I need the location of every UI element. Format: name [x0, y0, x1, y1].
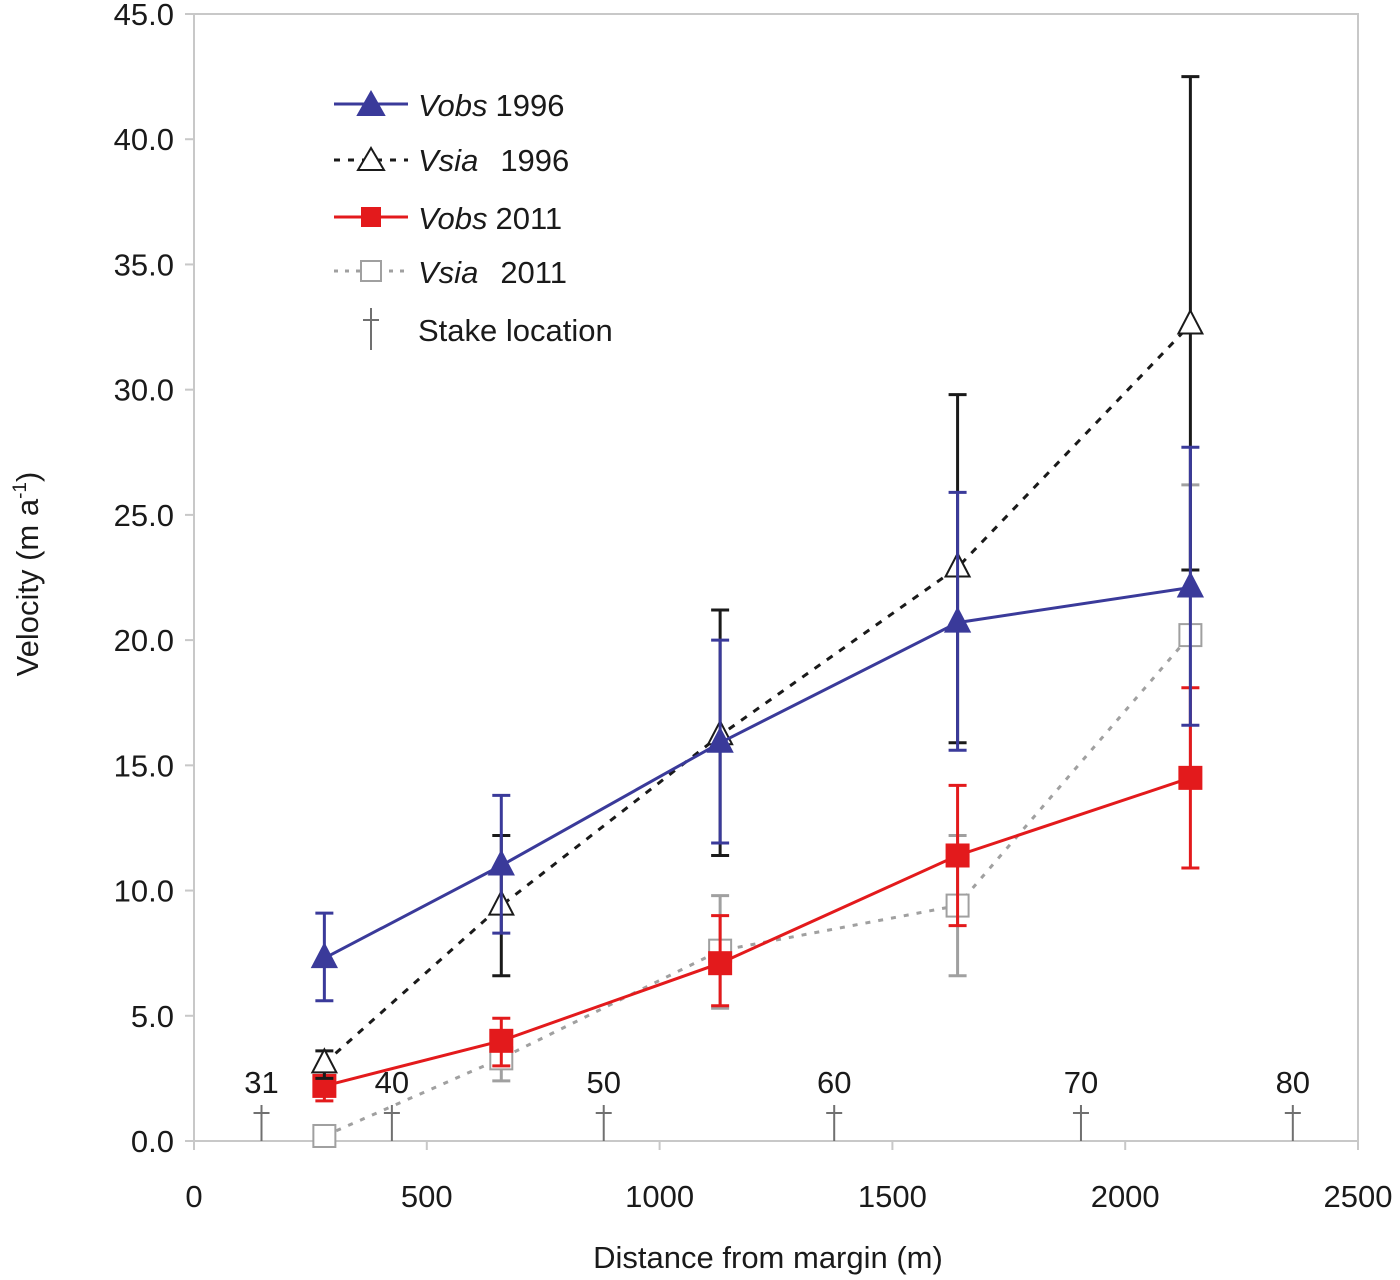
legend-label-vobs-2011: Vobs 2011 — [418, 201, 562, 236]
legend-entry-vsia-2011: Vsia 2011 — [334, 255, 567, 290]
data-point-vobs-1996 — [1176, 571, 1205, 598]
legend-entry-vobs-2011: Vobs 2011 — [334, 201, 562, 236]
legend-marker-vsia-1996 — [356, 146, 386, 171]
x-tick-label: 2500 — [1324, 1179, 1393, 1214]
y-axis: 0.0 5.0 10.0 15.0 20.0 25.0 30.0 35.0 40.0 45.0 — [114, 0, 194, 1159]
data-point-vobs-1996 — [310, 942, 339, 969]
data-point-vobs-1996 — [943, 606, 972, 633]
y-axis-label: Velocity (m a-1) — [10, 472, 45, 677]
legend-series-year-vsia-2011: 2011 — [500, 255, 567, 290]
data-point-vobs-2011 — [489, 1028, 514, 1053]
data-point-vobs-2011 — [708, 951, 733, 976]
data-point-vsia-1996 — [310, 1047, 339, 1074]
legend-series-year-vobs-2011: 2011 — [496, 201, 563, 236]
y-tick-label: 15.0 — [114, 748, 174, 783]
legend-series-name-vsia-2011: Vsia — [418, 255, 478, 290]
stake-label: 80 — [1276, 1065, 1310, 1100]
series-vobs-1996 — [310, 445, 1205, 1003]
legend-series-name-vsia-1996: Vsia — [418, 143, 478, 178]
y-axis-label-main: Velocity (m a — [10, 498, 45, 676]
x-axis: 0 500 1000 1500 2000 2500 — [185, 1141, 1392, 1214]
x-tick-label: 500 — [401, 1179, 453, 1214]
series-layer — [310, 75, 1205, 1148]
legend-label-vsia-1996: Vsia 1996 — [418, 143, 569, 178]
legend-entry-stake-location: Stake location — [363, 308, 613, 350]
legend: Vobs 1996 Vsia 1996 Vobs 2011 Vsia 2011 Stak… — [334, 88, 613, 350]
stake-label: 31 — [244, 1065, 278, 1100]
data-point-vobs-2011 — [945, 843, 970, 868]
plot-frame — [193, 13, 1359, 1142]
x-tick-label: 0 — [185, 1179, 202, 1214]
y-tick-label: 40.0 — [114, 122, 174, 157]
y-tick-label: 25.0 — [114, 498, 174, 533]
data-point-vsia-1996 — [1176, 308, 1205, 335]
y-tick-label: 30.0 — [114, 373, 174, 408]
series-line-vsia-2011 — [323, 634, 1192, 1138]
legend-marker-vobs-1996 — [356, 89, 386, 116]
y-tick-label: 35.0 — [114, 247, 174, 282]
x-tick-label: 1000 — [625, 1179, 694, 1214]
legend-marker-vobs-2011 — [361, 207, 381, 227]
y-tick-label: 45.0 — [114, 0, 174, 32]
y-tick-label: 20.0 — [114, 623, 174, 658]
stake-label: 50 — [586, 1065, 620, 1100]
legend-label-stake-location: Stake location — [418, 313, 613, 348]
stake-label: 60 — [817, 1065, 851, 1100]
y-axis-label-close: ) — [10, 472, 45, 482]
data-point-vobs-1996 — [706, 726, 734, 753]
legend-entry-vsia-1996: Vsia 1996 — [334, 143, 569, 178]
legend-series-year-vobs-1996: 1996 — [496, 88, 565, 123]
legend-series-name-vobs-2011: Vobs — [418, 201, 488, 236]
stake-markers: 31 40 50 60 70 80 — [244, 1065, 1310, 1141]
data-point-vsia-2011 — [312, 1123, 337, 1148]
data-point-vobs-2011 — [1178, 765, 1203, 790]
legend-series-name-vobs-1996: Vobs — [418, 88, 488, 123]
legend-marker-vsia-2011 — [360, 260, 382, 282]
legend-label-vsia-2011: Vsia 2011 — [418, 255, 567, 290]
data-point-vobs-1996 — [487, 849, 515, 876]
y-tick-label: 0.0 — [131, 1124, 174, 1159]
y-tick-label: 10.0 — [114, 874, 174, 909]
x-axis-label: Distance from margin (m) — [593, 1240, 943, 1275]
x-tick-label: 1500 — [858, 1179, 927, 1214]
legend-series-year-vsia-1996: 1996 — [500, 143, 569, 178]
y-axis-label-sup: -1 — [10, 482, 31, 499]
y-tick-label: 5.0 — [131, 999, 174, 1034]
legend-label-vobs-1996: Vobs 1996 — [418, 88, 564, 123]
stake-label: 70 — [1064, 1065, 1098, 1100]
legend-entry-vobs-1996: Vobs 1996 — [334, 88, 564, 123]
x-tick-label: 2000 — [1091, 1179, 1160, 1214]
